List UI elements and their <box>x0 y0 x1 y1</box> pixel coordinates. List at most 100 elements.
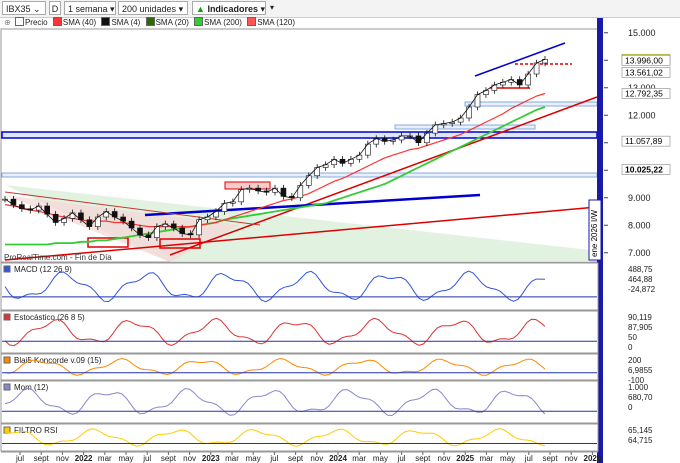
indicator-label: Blai5 Koncorde v.09 (15) <box>14 356 102 365</box>
indicator-line <box>4 387 546 417</box>
x-axis-label: may <box>373 454 388 463</box>
price-tag-box <box>621 88 671 99</box>
green-channel-area <box>5 185 590 262</box>
price-candle <box>69 212 76 219</box>
price-axis-label: 12.000 <box>628 110 656 120</box>
vertical-marker-label: ene 2026 <box>590 223 599 257</box>
swatch-icon <box>194 17 204 26</box>
x-axis-label: nov <box>565 454 578 463</box>
swatch-icon <box>101 17 111 26</box>
x-axis-label: 2026 <box>584 454 602 463</box>
indicator-swatch <box>3 383 11 391</box>
price-candle <box>322 164 329 168</box>
d-button[interactable]: D <box>49 1 61 15</box>
chevron-down-icon: ▾ <box>178 4 184 14</box>
indicator-label: FILTRO RSI <box>14 426 57 435</box>
x-axis-label: mar <box>480 454 494 463</box>
price-candle <box>474 94 481 108</box>
price-candle <box>331 158 337 166</box>
swatch-icon <box>247 17 257 26</box>
indicators-button[interactable]: ▲ Indicadores ▾ <box>192 1 266 15</box>
indicator-label: Mom (12) <box>14 383 49 392</box>
price-candle <box>491 84 498 91</box>
price-axis-label: 8.000 <box>628 220 651 230</box>
price-candle <box>500 81 506 86</box>
period-select[interactable]: 1 semana ▾ <box>64 1 116 15</box>
indicator-tag: 6,9855 <box>628 366 653 375</box>
indicator-line <box>4 357 546 376</box>
indicator-panel <box>0 262 599 311</box>
price-candle <box>86 219 93 227</box>
blue-trendline <box>144 193 481 217</box>
legend-price[interactable]: Precio <box>14 17 48 29</box>
indicator-swatch <box>3 356 11 364</box>
price-candle <box>365 143 371 156</box>
indicator-swatch <box>3 313 11 321</box>
vertical-marker-tag: I/W <box>590 210 599 222</box>
price-tag: 10.025,22 <box>625 165 663 175</box>
price-candle <box>238 189 245 203</box>
indicator-tag: 680,70 <box>628 393 653 402</box>
price-candle <box>246 187 253 190</box>
legend-sma20[interactable]: SMA (20) <box>145 17 189 29</box>
price-candle <box>78 212 84 221</box>
zone-3 <box>394 124 536 130</box>
price-candle <box>19 204 25 210</box>
sma4-line <box>4 58 546 239</box>
toolbar: IBX35 ⌄ D 1 semana ▾ 200 unidades ▾ ▲ In… <box>0 0 680 18</box>
x-axis-label: jul <box>269 454 278 463</box>
price-tag-box <box>621 53 671 65</box>
price-candle <box>120 216 126 222</box>
price-candle <box>466 106 472 119</box>
red-box-2 <box>159 238 201 249</box>
x-axis-label: nov <box>56 454 69 463</box>
resistance-zone <box>464 101 598 107</box>
x-axis-label: sept <box>542 454 558 463</box>
cross-icon[interactable]: ⊕ <box>4 18 11 27</box>
sma40-line <box>4 92 546 228</box>
x-axis-label: 2025 <box>456 454 474 463</box>
sma200-line <box>5 106 546 246</box>
indicator-tag: 0 <box>628 343 633 352</box>
indicator-panel <box>0 353 599 381</box>
price-axis-label: 7.000 <box>628 248 651 258</box>
price-candle <box>272 187 278 193</box>
indicator-tag: 1.000 <box>628 383 649 392</box>
price-candle <box>154 226 160 238</box>
x-axis-label: sept <box>161 454 177 463</box>
price-candle <box>111 211 118 218</box>
legend-sma40[interactable]: SMA (40) <box>52 17 96 29</box>
price-candle <box>525 73 531 86</box>
price-candle <box>213 211 219 218</box>
price-candle <box>103 211 110 218</box>
price-candle <box>373 138 380 145</box>
units-label: 200 unidades <box>122 4 177 14</box>
checkbox-icon[interactable] <box>14 17 24 26</box>
support-zone-2 <box>1 172 598 178</box>
indicator-tag: 65,145 <box>628 426 653 435</box>
legend-sma200[interactable]: SMA (200) <box>194 17 242 29</box>
symbol-selector[interactable]: IBX35 ⌄ <box>2 1 46 15</box>
price-candle <box>137 227 143 236</box>
red-channel-area <box>5 195 240 262</box>
units-select[interactable]: 200 unidades ▾ <box>118 1 188 15</box>
price-axis-label: 13.000 <box>628 83 656 93</box>
legend-sma120[interactable]: SMA (120) <box>247 17 295 29</box>
indicator-panel <box>0 423 599 452</box>
price-candle <box>44 205 50 215</box>
watermark: ProRealTime.com - Fin de Día <box>4 253 112 262</box>
indicator-panel <box>0 380 599 424</box>
price-candle <box>204 216 211 221</box>
price-candle <box>390 139 396 142</box>
indicator-label: MACD (12 26 9) <box>14 265 72 274</box>
legend-sma4[interactable]: SMA (4) <box>101 17 140 29</box>
indicator-tag: 0 <box>628 403 633 412</box>
indicators-icon: ▲ <box>196 4 205 14</box>
vertical-marker-label-box <box>588 199 602 261</box>
toolbar-dropdown-icon[interactable]: ▾ <box>270 3 275 12</box>
chevron-down-icon: ▾ <box>260 4 265 14</box>
swatch-icon <box>145 17 155 26</box>
price-candle <box>221 202 228 212</box>
indicator-tag: 87,905 <box>628 323 653 332</box>
